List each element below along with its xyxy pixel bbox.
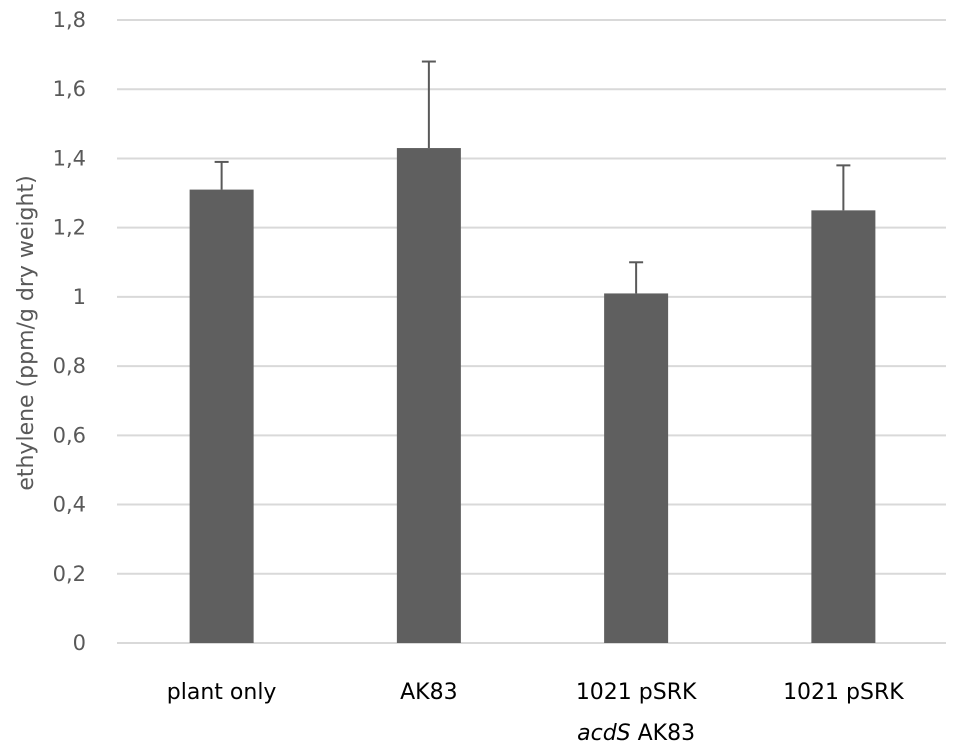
x-category-label: 1021 pSRK <box>576 680 697 705</box>
bar <box>189 189 254 643</box>
y-tick-label: 0 <box>73 631 86 655</box>
x-axis-categories: plant only AK83 1021 pSRK acdS AK83 1021 pSR… <box>167 680 904 746</box>
bar <box>811 210 876 643</box>
y-tick-label: 0,2 <box>53 562 86 586</box>
y-tick-label: 0,4 <box>53 493 86 517</box>
y-tick-label: 1,4 <box>53 146 86 170</box>
bar <box>604 293 669 643</box>
y-tick-label: 1,2 <box>53 216 86 240</box>
x-category-label: 1021 pSRK <box>783 680 904 705</box>
y-tick-label: 1 <box>73 285 86 309</box>
y-tick-label: 0,8 <box>53 354 86 378</box>
y-tick-label: 1,8 <box>53 8 86 32</box>
y-tick-label: 0,6 <box>53 423 86 447</box>
y-axis-ticks: 0 0,2 0,4 0,6 0,8 1 1,2 1,4 1,6 1,8 <box>53 8 86 655</box>
x-category-label-line2: acdS AK83 <box>577 721 695 746</box>
bar <box>396 148 461 644</box>
x-category-label: plant only <box>167 680 277 705</box>
y-tick-label: 1,6 <box>53 77 86 101</box>
y-axis-label: ethylene (ppm/g dry weight) <box>14 175 39 490</box>
x-category-label: AK83 <box>400 680 457 705</box>
bars <box>189 60 876 644</box>
gridlines <box>117 19 946 644</box>
